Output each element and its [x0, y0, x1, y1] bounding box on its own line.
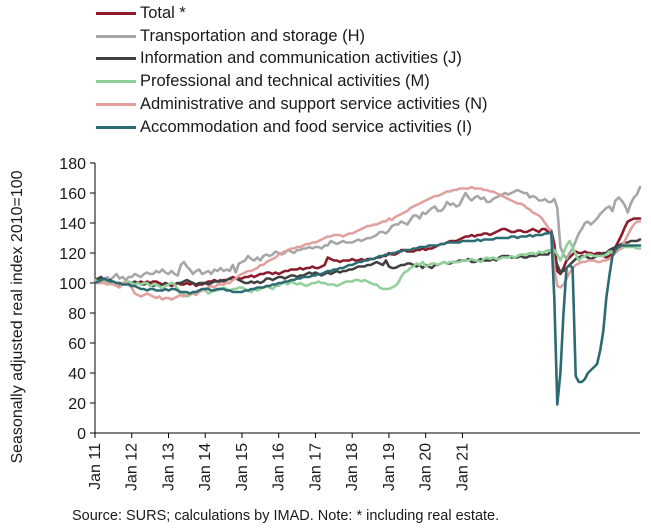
y-tick-label: 40	[68, 366, 86, 383]
series-line-4	[93, 185, 642, 301]
x-tick-label: Jan 17	[307, 443, 324, 491]
x-tick-label: Jan 12	[124, 443, 141, 491]
legend-swatch	[96, 34, 136, 38]
legend-label: Professional and technical activities (M…	[140, 72, 430, 91]
legend-item: Information and communication activities…	[96, 48, 488, 71]
legend-swatch	[96, 11, 136, 15]
legend-label: Information and communication activities…	[140, 49, 462, 68]
series-line-0	[93, 217, 642, 288]
x-tick-label: Jan 18	[344, 443, 361, 491]
legend-item: Accommodation and food service activitie…	[96, 116, 488, 139]
legend: Total * Transportation and storage (H) Inf…	[96, 2, 488, 139]
y-tick-label: 120	[59, 246, 86, 263]
y-tick-label: 140	[59, 216, 86, 233]
y-tick-label: 20	[68, 396, 86, 413]
y-tick-label: 100	[59, 276, 86, 293]
legend-item: Administrative and support service activ…	[96, 93, 488, 116]
x-tick-label: Jan 21	[454, 443, 471, 491]
legend-label: Total *	[140, 3, 186, 22]
legend-label: Administrative and support service activ…	[140, 95, 488, 114]
plot-lines	[93, 185, 642, 406]
x-axis: Jan 11 Jan 12 Jan 13 Jan 14 Jan 15 Jan 16 Jan …	[87, 432, 640, 491]
legend-swatch	[96, 125, 136, 129]
legend-item: Total *	[96, 2, 488, 25]
legend-label: Accommodation and food service activitie…	[140, 117, 472, 136]
x-tick-label: Jan 11	[87, 443, 104, 490]
x-tick-label: Jan 15	[234, 443, 251, 491]
x-tick-label: Jan 14	[197, 443, 214, 491]
x-tick-label: Jan 13	[160, 443, 177, 491]
y-tick-label: 0	[77, 426, 86, 443]
x-tick-label: Jan 20	[418, 443, 435, 491]
y-axis-title: Seasonally adjusted real index 2010=100	[9, 170, 26, 463]
series-line-1	[93, 185, 642, 285]
x-tick-label: Jan 19	[381, 443, 398, 491]
legend-item: Professional and technical activities (M…	[96, 70, 488, 93]
y-tick-label: 80	[68, 306, 86, 323]
legend-swatch	[96, 80, 136, 84]
y-tick-label: 160	[59, 186, 86, 203]
series-line-2	[93, 238, 642, 288]
y-axis: 0 20 40 60 80 100 120 140 160 180	[59, 156, 96, 443]
series-line-5	[93, 230, 642, 406]
legend-label: Transportation and storage (H)	[140, 26, 365, 45]
x-tick-label: Jan 16	[271, 443, 288, 491]
source-note: Source: SURS; calculations by IMAD. Note…	[72, 508, 500, 524]
legend-swatch	[96, 57, 136, 61]
y-tick-label: 180	[59, 156, 86, 173]
legend-item: Transportation and storage (H)	[96, 25, 488, 48]
y-tick-label: 60	[68, 336, 86, 353]
legend-swatch	[96, 103, 136, 107]
